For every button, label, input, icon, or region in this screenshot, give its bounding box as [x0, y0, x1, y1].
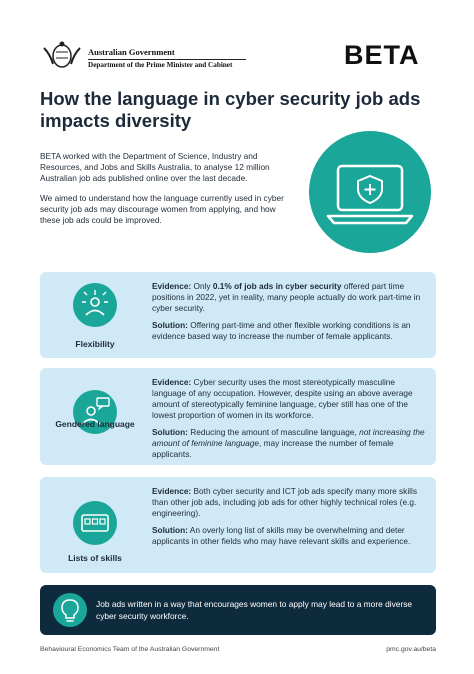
text: Both cyber security and ICT job ads spec…	[152, 486, 417, 518]
card-label: Gendered language	[55, 419, 135, 429]
crest	[43, 41, 81, 68]
banner-text: Job ads written in a way that encourages…	[96, 599, 413, 621]
card-label: Flexibility	[75, 339, 115, 349]
beta-logo: BETA	[344, 40, 420, 70]
card: Gendered language Evidence: Cyber securi…	[40, 368, 436, 465]
card: Lists of skills Evidence: Both cyber sec…	[40, 477, 436, 573]
intro-paragraph: BETA worked with the Department of Scien…	[40, 151, 270, 183]
gendered-language-icon	[73, 390, 117, 434]
government-name: Australian Government	[88, 47, 175, 57]
text: Only	[191, 281, 213, 291]
card-text: Evidence: Only 0.1% of job ads in cyber …	[152, 281, 430, 348]
divider	[88, 59, 246, 60]
footer-left: Behavioural Economics Team of the Austra…	[40, 646, 220, 653]
card-label: Lists of skills	[68, 553, 122, 563]
card: Flexibility Evidence: Only 0.1% of job a…	[40, 272, 436, 358]
text: , may increase the number of female appl…	[152, 438, 394, 459]
emphasis: 0.1% of job ads in cyber security	[212, 281, 342, 291]
heading: Evidence:	[152, 377, 192, 387]
card-text: Evidence: Both cyber security and ICT jo…	[152, 486, 430, 553]
card-text: Evidence: Cyber security uses the most s…	[152, 377, 430, 466]
skills-icon	[73, 501, 117, 545]
text: An overly long list of skills may be ove…	[152, 525, 411, 546]
heading: Solution:	[152, 525, 188, 535]
heading: Evidence:	[152, 486, 192, 496]
intro-paragraph: We aimed to understand how the language …	[40, 193, 284, 225]
text: Offering part-time and other flexible wo…	[152, 320, 411, 341]
banner: Job ads written in a way that encourages…	[40, 585, 436, 635]
flexibility-icon	[73, 283, 117, 327]
lightbulb-icon	[53, 593, 87, 627]
heading: Solution:	[152, 427, 188, 437]
text: offered part time positions in 2022, yet…	[152, 281, 421, 313]
text: Cyber security uses the most stereotypic…	[152, 377, 413, 420]
title: How the language in cyber security job a…	[40, 88, 421, 131]
footer-right: pmc.gov.au/beta	[386, 646, 436, 653]
laptop-illustration	[309, 131, 431, 253]
department-name: Department of the Prime Minister and Cab…	[88, 61, 233, 69]
heading: Evidence:	[152, 281, 192, 291]
emphasis: not increasing the amount of feminine la…	[152, 427, 425, 448]
intro: BETA worked with the Department of Scien…	[40, 151, 290, 235]
heading: Solution:	[152, 320, 188, 330]
text: Reducing the amount of masculine languag…	[187, 427, 360, 437]
